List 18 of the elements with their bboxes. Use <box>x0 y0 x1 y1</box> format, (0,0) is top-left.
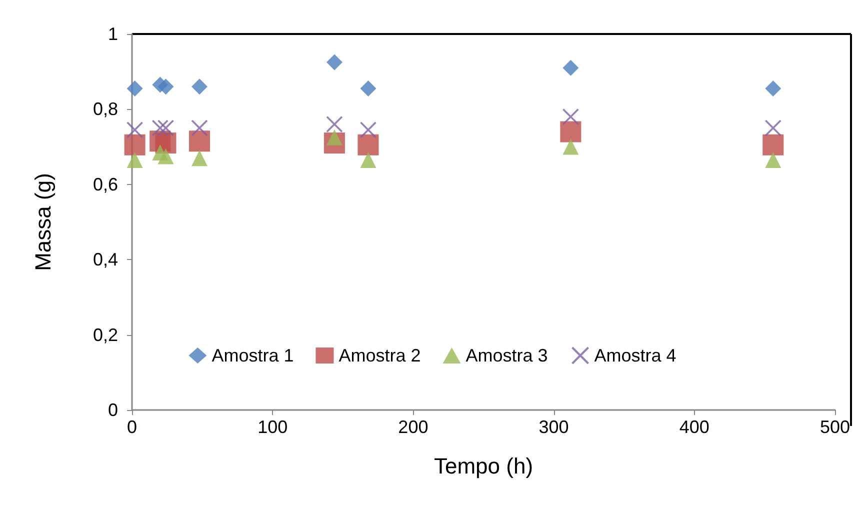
legend-label: Amostra 4 <box>594 346 676 366</box>
x-tick-label: 300 <box>538 417 569 437</box>
y-tick-label: 0,2 <box>92 324 118 345</box>
x-tick-label: 400 <box>679 417 710 437</box>
legend-label: Amostra 3 <box>466 346 548 366</box>
x-tick-label: 0 <box>126 417 138 437</box>
x-tick-label: 500 <box>820 417 850 437</box>
legend-label: Amostra 2 <box>338 346 421 366</box>
x-axis-title: Tempo (h) <box>434 454 534 478</box>
y-tick-label: 0,4 <box>92 250 118 270</box>
y-axis-title: Massa (g) <box>30 173 56 271</box>
x-tick-label: 100 <box>258 417 288 437</box>
legend-label: Amostra 1 <box>212 346 294 366</box>
y-tick-label: 0 <box>108 400 118 420</box>
y-tick-label: 0,8 <box>92 99 118 120</box>
y-tick-label: 1 <box>108 24 118 44</box>
x-tick-label: 200 <box>398 417 428 437</box>
y-tick-label: 0,6 <box>92 174 118 194</box>
